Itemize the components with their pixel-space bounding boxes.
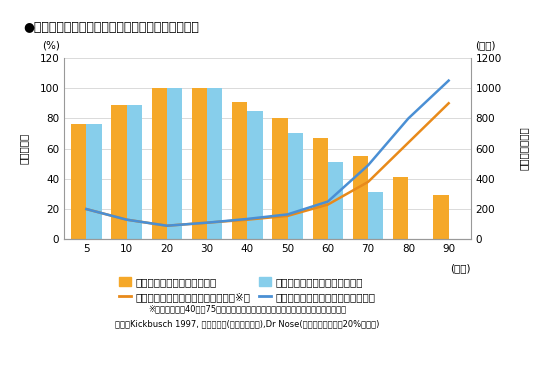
Bar [272, 119, 288, 239]
Bar [247, 111, 263, 239]
Text: ●運動による身体活動量の増加と医療費の減少効果: ●運動による身体活動量の増加と医療費の減少効果 [24, 21, 200, 34]
Bar [192, 88, 207, 239]
Bar [288, 134, 303, 239]
Bar [368, 193, 384, 239]
Bar [86, 124, 102, 239]
Text: (千円): (千円) [475, 41, 495, 51]
Bar [312, 138, 328, 239]
Bar [167, 88, 182, 239]
Legend: トレーニング群の身体活動量, トレーニング群の一人当り医療費（※）, 非トレーニング群の身体活動量, 非トレーニング群の一人当り医療費: トレーニング群の身体活動量, トレーニング群の一人当り医療費（※）, 非トレーニ… [119, 277, 376, 302]
Bar [111, 105, 127, 239]
Bar [207, 88, 223, 239]
Bar [393, 177, 408, 239]
Bar [71, 124, 86, 239]
Text: 出典：Kickbusch 1997, 国民医療費(厚労省データ),Dr Nose(インターバル速歅20%の法則): 出典：Kickbusch 1997, 国民医療費(厚労省データ),Dr Nose… [115, 319, 379, 328]
Text: (年齢): (年齢) [450, 263, 471, 273]
Bar [232, 102, 247, 239]
Bar [151, 88, 167, 239]
Bar [127, 105, 142, 239]
Bar [353, 156, 368, 239]
Bar [328, 162, 343, 239]
Text: 身体活動量: 身体活動量 [19, 133, 28, 164]
Text: (%): (%) [42, 41, 60, 51]
Text: 一人当り医療費: 一人当り医療費 [518, 127, 529, 171]
Text: ※中高年（年齢40歳－75歳）を対象とした「熟年体育大学の結果」に基づく推定値: ※中高年（年齢40歳－75歳）を対象とした「熟年体育大学の結果」に基づく推定値 [148, 305, 346, 314]
Bar [433, 195, 449, 239]
